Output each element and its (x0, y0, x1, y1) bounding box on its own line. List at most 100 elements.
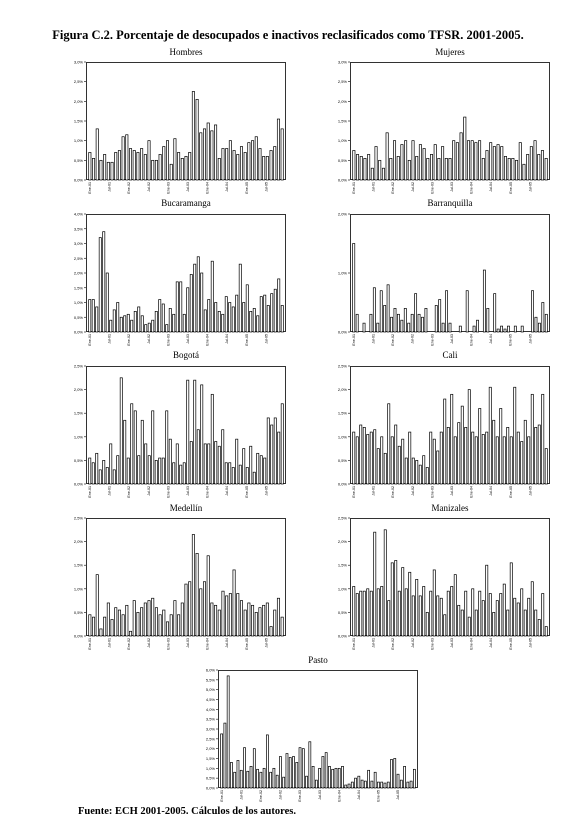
bar (277, 278, 281, 333)
bar (485, 431, 489, 485)
bar (207, 299, 211, 333)
bar (488, 386, 492, 485)
bar (123, 315, 127, 333)
y-tick-label: 1,0% (338, 434, 348, 439)
bar (352, 431, 356, 485)
bar-chart-bogota: 0,0% 0,5% 1,0% 1,5% 2,0% 2,5% Ene-01 Jul-01 Ene-… (74, 364, 286, 498)
x-tick-label: Jul-02 (147, 486, 151, 496)
bar (328, 766, 331, 789)
bar (347, 783, 351, 789)
bar (151, 597, 155, 637)
x-tick-label: Ene-03 (166, 182, 170, 194)
bar (277, 431, 281, 485)
bar (242, 302, 246, 333)
bar (530, 393, 534, 485)
y-tick-label: 0,0% (206, 786, 216, 791)
bar (311, 766, 315, 789)
bar (369, 431, 373, 485)
bar (513, 597, 517, 637)
bar (390, 436, 394, 485)
bar (537, 154, 541, 181)
bar (214, 124, 218, 181)
bar (450, 393, 454, 485)
bar (499, 408, 503, 485)
bar (541, 302, 545, 333)
bar (88, 152, 92, 181)
bar (500, 146, 504, 181)
x-tick-label: Ene-05 (245, 334, 249, 346)
bar (404, 588, 408, 637)
y-tick-label: 3,0% (74, 241, 84, 246)
bar (243, 747, 246, 789)
y-tick-label: 2,0% (74, 387, 84, 392)
bar (158, 154, 162, 181)
bar (140, 315, 144, 333)
bar (352, 586, 356, 637)
chart-title-pasto: Pasto (308, 655, 328, 665)
bar (147, 140, 151, 181)
x-tick-label: Ene-03 (430, 638, 434, 650)
bar (98, 469, 102, 485)
bar (396, 773, 400, 789)
bar (537, 322, 541, 333)
bar (151, 159, 155, 181)
bar (506, 427, 510, 485)
bar (236, 154, 240, 181)
bar (214, 604, 218, 637)
y-tick-label: 6,0% (206, 668, 216, 673)
bar (88, 457, 92, 485)
bar (125, 134, 129, 181)
bar (99, 159, 103, 181)
bar (476, 319, 479, 333)
bar (168, 308, 172, 333)
y-tick-label: 0,0% (338, 482, 348, 487)
bar (436, 595, 440, 637)
bar (541, 393, 545, 485)
bar (177, 614, 181, 637)
bar (217, 445, 221, 485)
bar (429, 590, 433, 637)
bar (221, 313, 225, 333)
y-tick-label: 1,5% (338, 563, 348, 568)
bar (355, 313, 359, 333)
bar (495, 436, 499, 485)
bar (249, 766, 253, 789)
x-tick-label: Ene-01 (88, 182, 92, 194)
bar (409, 780, 413, 789)
y-tick-label: 0,0% (74, 178, 84, 183)
x-tick-label: Ene-02 (127, 334, 131, 346)
bar (175, 281, 179, 333)
bar (522, 163, 526, 181)
bar (292, 756, 295, 789)
bar (279, 756, 282, 789)
x-tick-label: Ene-01 (352, 182, 356, 194)
bar (334, 767, 338, 789)
bar (324, 752, 328, 789)
y-tick-label: 0,0% (338, 178, 348, 183)
bar (401, 438, 405, 485)
bar (154, 159, 158, 181)
bar (175, 443, 179, 485)
bar (407, 322, 411, 333)
bar (130, 403, 134, 485)
bar (376, 448, 380, 485)
bar (474, 609, 478, 637)
y-tick-label: 3,5% (74, 226, 84, 231)
x-tick-label: Jul-02 (147, 334, 151, 344)
bar (362, 322, 366, 333)
bar (466, 140, 470, 181)
bar (445, 290, 448, 333)
y-tick-label: 1,0% (74, 586, 84, 591)
bar (132, 600, 136, 637)
bar (147, 600, 151, 637)
y-tick-label: 2,0% (338, 212, 348, 217)
y-tick-label: 3,0% (206, 727, 216, 732)
bar (364, 780, 367, 789)
bar (464, 427, 468, 485)
bar (270, 293, 274, 333)
bar (221, 590, 225, 637)
x-tick-label: Ene-03 (166, 638, 170, 650)
bar (225, 595, 229, 637)
bar (245, 467, 249, 485)
bar (102, 460, 106, 485)
